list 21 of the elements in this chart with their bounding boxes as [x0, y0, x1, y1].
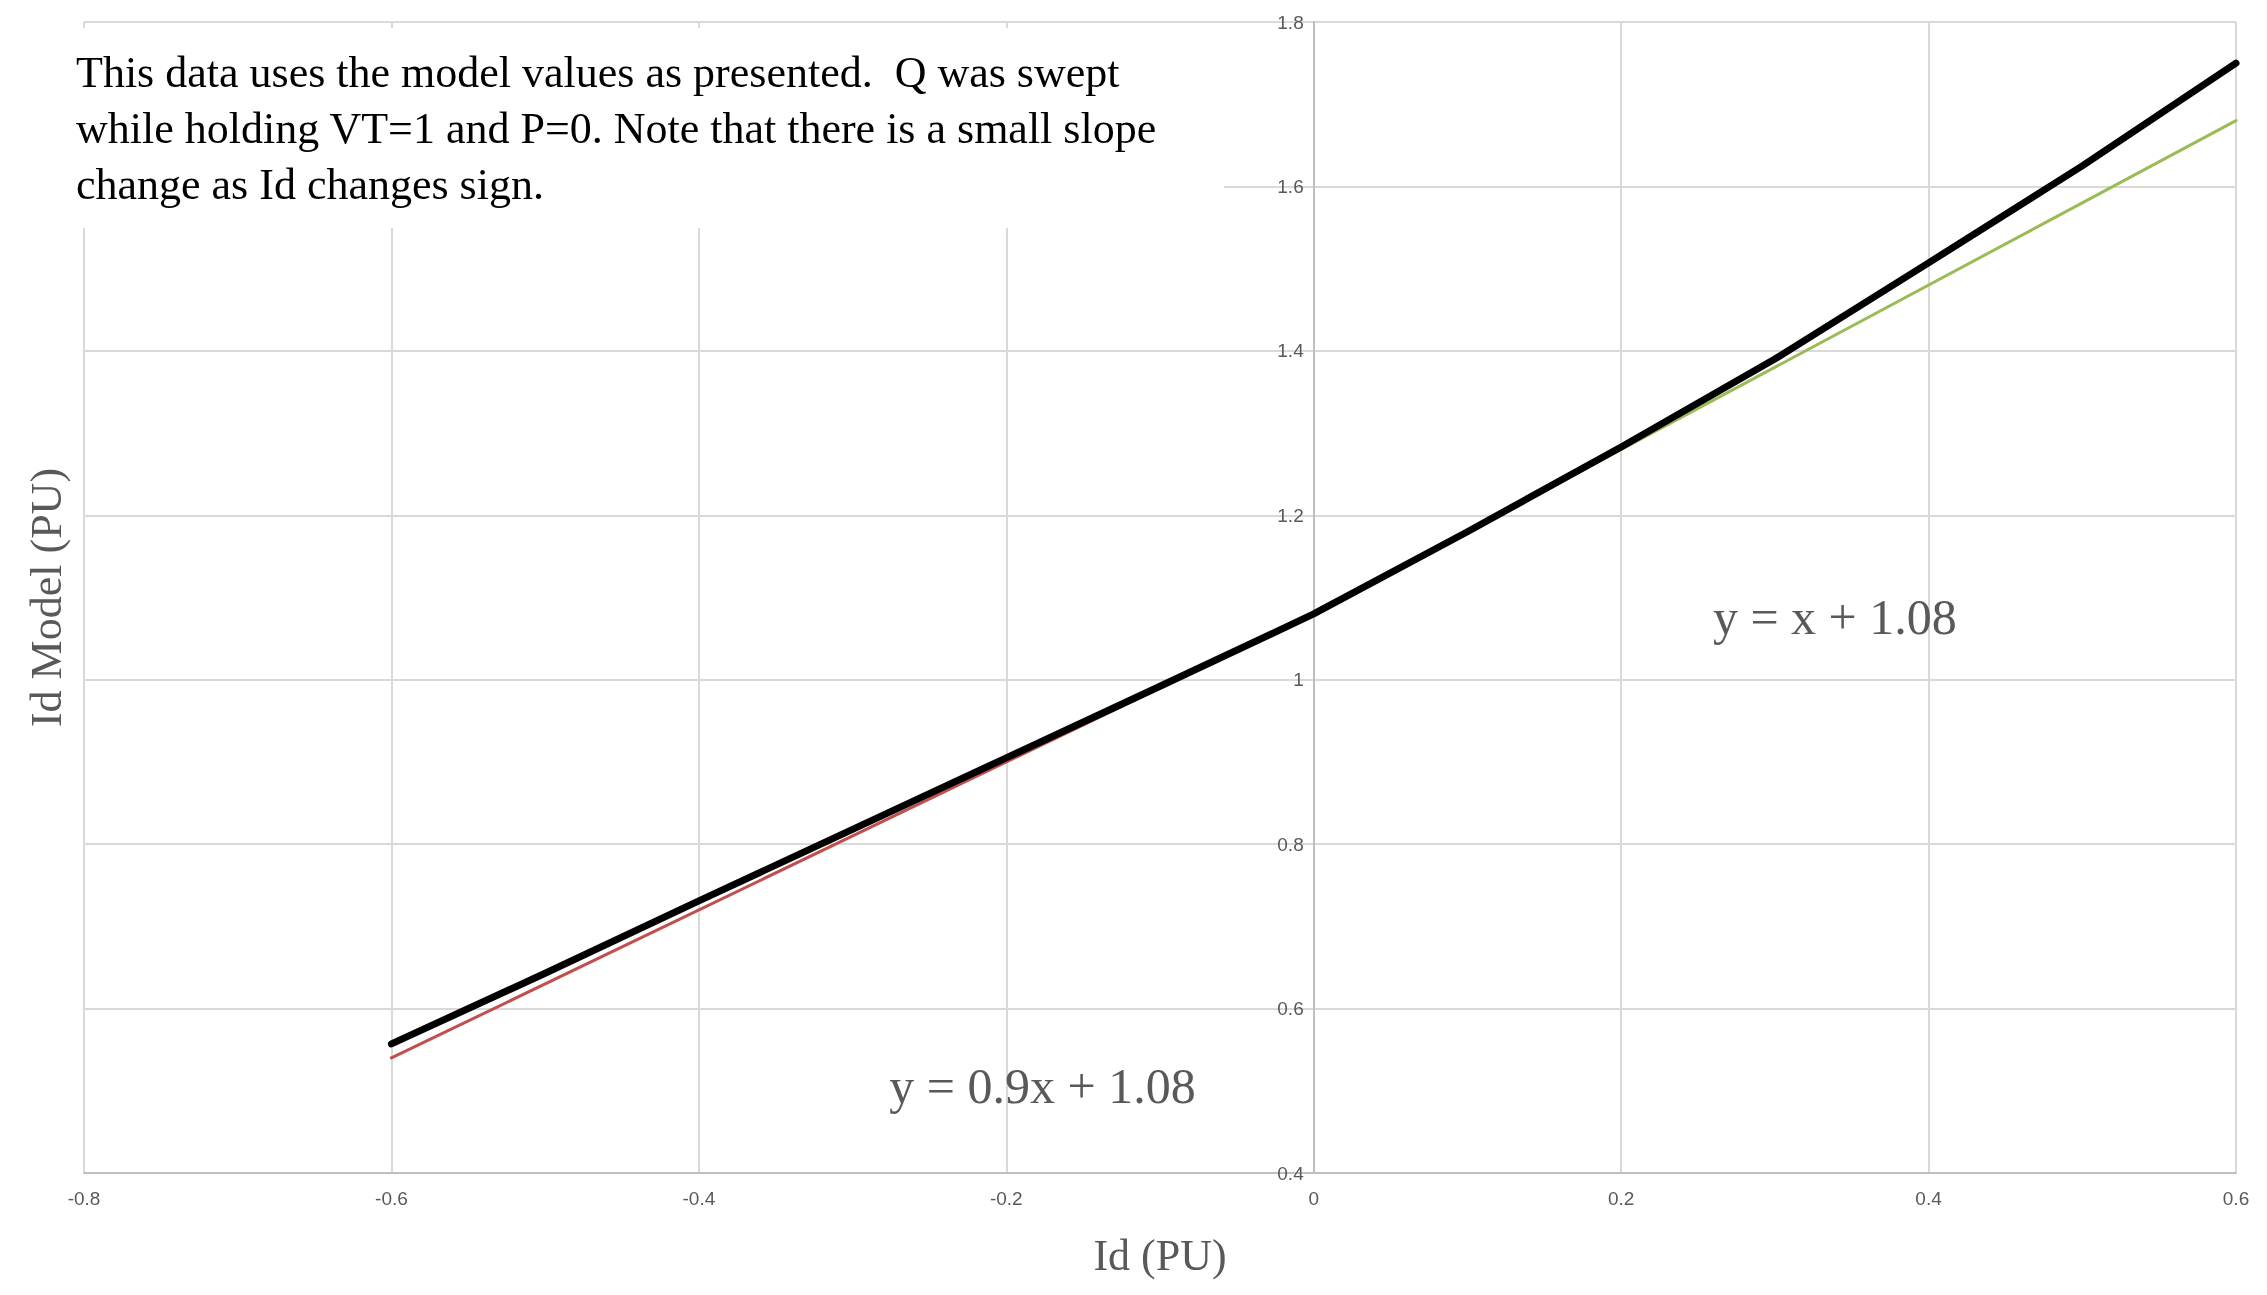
x-tick-label: 0.2	[1607, 1188, 1635, 1209]
x-axis-title: Id (PU)	[1093, 1230, 1227, 1280]
x-tick-label: -0.6	[375, 1188, 408, 1209]
y-tick-label: 1	[1293, 669, 1304, 691]
annotation: y = 0.9x + 1.08	[889, 1057, 1196, 1114]
y-tick-label: 1.6	[1277, 175, 1304, 197]
y-axis-title: Id Model (PU)	[21, 467, 71, 728]
annotation: This data uses the model values as presented. Q was swept while holding VT=1 and P=0. Note that there is a small slope change as Id changes sign.	[76, 47, 1168, 209]
x-tick-label: 0.4	[1915, 1188, 1943, 1209]
x-tick-label: 0	[1308, 1188, 1319, 1209]
y-tick-label: 1.2	[1277, 504, 1304, 526]
annotation: y = x + 1.08	[1712, 589, 1957, 646]
y-tick-label: 1.4	[1277, 340, 1305, 362]
y-tick-label: 0.6	[1277, 998, 1304, 1020]
x-tick-label: -0.8	[67, 1188, 101, 1209]
x-tick-label: -0.2	[989, 1188, 1023, 1209]
y-tick-label: 0.8	[1277, 833, 1304, 855]
y-tick-label: 1.8	[1277, 11, 1304, 33]
y-tick-label: 0.4	[1277, 1162, 1305, 1184]
x-tick-label: 0.6	[2222, 1188, 2250, 1209]
x-tick-label: -0.4	[682, 1188, 716, 1209]
